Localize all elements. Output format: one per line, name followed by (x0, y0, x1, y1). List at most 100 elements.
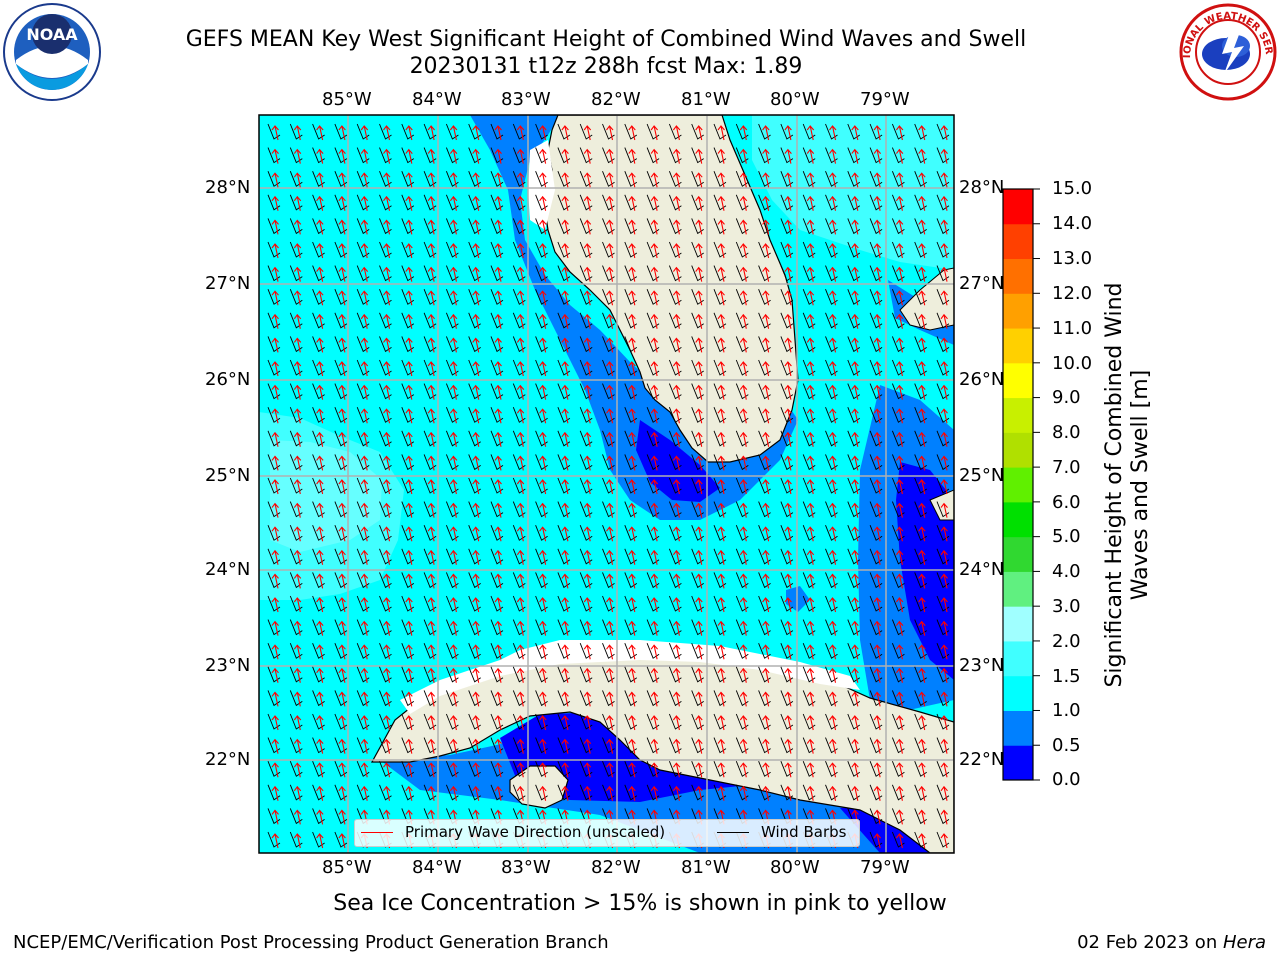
wave-arrow (895, 290, 904, 306)
wave-arrow (628, 172, 636, 188)
wind-barb (669, 856, 681, 871)
wind-barb (557, 312, 571, 329)
colorbar-frame (1002, 188, 1034, 781)
wind-barb (423, 454, 437, 471)
lon-label-bottom-80w: 80°W (770, 857, 820, 878)
wave-arrow (516, 148, 525, 164)
footer-date: 02 Feb 2023 on Hera (1077, 932, 1266, 953)
wave-arrow (583, 573, 592, 589)
wind-barb (624, 477, 638, 494)
wave-arrow (516, 526, 525, 542)
wave-arrow (473, 858, 480, 872)
wind-barb (668, 737, 682, 754)
wave-arrow (293, 809, 302, 825)
wind-barb (557, 241, 571, 258)
wind-barb (713, 123, 727, 140)
wave-arrow (494, 313, 502, 329)
wind-barb (668, 572, 682, 589)
wave-arrow (762, 290, 770, 306)
wave-arrow (338, 620, 346, 636)
wind-barb (602, 761, 615, 777)
wave-arrow (628, 667, 636, 683)
wave-arrow (806, 172, 815, 188)
wind-barb (959, 714, 971, 729)
wind-barb (267, 784, 281, 801)
wave-arrow (762, 195, 770, 211)
wave-arrow (449, 431, 458, 447)
wind-barb (713, 147, 727, 164)
wind-barb (334, 147, 348, 164)
wave-arrow (516, 620, 525, 636)
wave-arrow (695, 785, 703, 801)
wind-barb (624, 454, 638, 471)
wind-barb (758, 241, 771, 258)
wind-barb (735, 430, 749, 447)
wave-arrow (293, 243, 302, 259)
wave-arrow (293, 833, 302, 849)
wind-barb (445, 241, 459, 258)
wave-arrow (583, 266, 592, 282)
wave-arrow (650, 620, 659, 636)
wave-arrow (293, 762, 302, 778)
wave-arrow (762, 620, 770, 636)
wind-barb (535, 123, 548, 140)
wave-arrow (940, 384, 948, 400)
wind-barb (847, 383, 861, 400)
colorbar-band (1003, 536, 1033, 572)
wind-barb (869, 312, 883, 329)
wind-barb (334, 123, 348, 140)
wind-barb (914, 194, 927, 211)
wind-barb (959, 407, 971, 422)
wave-arrow (539, 313, 547, 329)
wind-barb (646, 171, 660, 187)
wind-barb (847, 430, 861, 447)
wind-barb (758, 171, 771, 187)
wave-arrow (628, 644, 636, 660)
wave-arrow (873, 597, 882, 613)
wind-barb (891, 407, 905, 423)
wave-arrow (628, 738, 636, 754)
colorbar-tick-6: 6.0 (1052, 492, 1081, 513)
wind-barb (914, 312, 927, 329)
wave-arrow (895, 219, 904, 235)
wind-barb (758, 643, 771, 659)
wind-barb (267, 666, 281, 683)
wave-arrow (963, 787, 970, 801)
wind-barb (267, 713, 281, 730)
wind-barb (379, 218, 392, 235)
wind-barb (826, 856, 838, 871)
wind-barb (825, 194, 838, 211)
lon-label-top-82w: 82°W (591, 89, 641, 110)
wind-barb (780, 713, 794, 730)
wave-arrow (739, 243, 748, 259)
wind-barb (557, 784, 571, 801)
wind-barb (825, 241, 838, 258)
wave-arrow (383, 455, 391, 471)
lat-label-right-28n: 28°N (959, 177, 1005, 198)
wave-arrow (784, 431, 792, 447)
wind-barb (602, 619, 615, 636)
wind-barb (380, 856, 392, 871)
wave-arrow (516, 785, 525, 801)
wave-arrow (672, 549, 681, 565)
wind-barb (869, 336, 883, 353)
wind-barb (468, 359, 481, 376)
wave-arrow (316, 833, 324, 849)
wind-barb (802, 548, 816, 565)
colorbar-tick-3: 3.0 (1052, 596, 1081, 617)
wind-barb (891, 289, 905, 305)
wind-barb (914, 289, 927, 305)
wave-arrow (516, 762, 525, 778)
wave-arrow (806, 549, 815, 565)
wave-arrow (472, 290, 480, 306)
wave-arrow (873, 809, 882, 825)
wind-barb (401, 501, 415, 518)
colorbar (1003, 188, 1040, 781)
wind-barb (289, 218, 303, 235)
wave-arrow (383, 290, 391, 306)
wave-arrow (539, 243, 547, 259)
wave-arrow (918, 809, 926, 825)
wind-barb (780, 171, 794, 187)
wind-barb (312, 123, 325, 140)
wind-barb (512, 525, 526, 541)
